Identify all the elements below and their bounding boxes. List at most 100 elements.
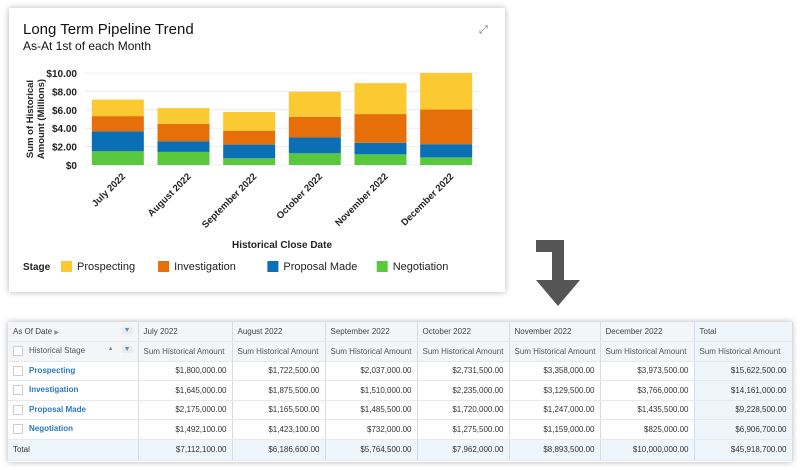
cell-value: $3,129,500.00 <box>509 380 601 401</box>
column-header[interactable]: September 2022 <box>325 322 418 342</box>
measure-header: Sum Historical Amount <box>509 341 601 362</box>
measure-header: Sum Historical Amount <box>417 341 510 362</box>
cell-value: $1,492,100.00 <box>138 419 233 440</box>
y-tick-label: $2.00 <box>52 143 77 154</box>
expand-arrow-icon[interactable]: ▶ <box>54 330 59 336</box>
cell-value: $2,731,500.00 <box>417 361 510 381</box>
x-tick-label: November 2022 <box>333 171 390 228</box>
as-of-date-header[interactable]: As Of Date ▶ ▼ <box>8 322 139 342</box>
bar-segment-prospecting <box>288 91 341 117</box>
chart-title: Long Term Pipeline Trend <box>23 21 194 38</box>
column-header[interactable]: August 2022 <box>232 322 326 342</box>
bar-segment-proposal-made <box>420 144 473 158</box>
cell-value: $1,720,000.00 <box>417 400 510 420</box>
measure-header: Sum Historical Amount <box>325 341 418 362</box>
x-tick-label: August 2022 <box>146 171 194 219</box>
stage-label[interactable]: Proposal Made <box>29 404 86 414</box>
legend-label: Proposal Made <box>283 261 357 273</box>
cell-value: $15,622,500.00 <box>694 361 793 381</box>
cell-value: $1,800,000.00 <box>138 361 233 381</box>
x-tick-label: December 2022 <box>399 171 456 228</box>
cell-value: $1,159,000.00 <box>509 419 601 440</box>
legend-swatch <box>376 261 388 272</box>
chart-subtitle: As-At 1st of each Month <box>23 39 152 53</box>
stage-link[interactable]: Proposal Made <box>8 400 139 420</box>
cell-value: $7,112,100.00 <box>138 438 233 461</box>
measure-header: Sum Historical Amount <box>694 341 793 362</box>
bar-segment-prospecting <box>157 108 210 124</box>
column-header[interactable]: December 2022 <box>600 322 695 342</box>
x-tick-label: July 2022 <box>90 171 128 209</box>
cell-value: $45,918,700.00 <box>694 438 793 461</box>
stage-link[interactable]: Investigation <box>8 380 139 401</box>
table-row: Negotiation $1,492,100.00 $1,423,100.00 $73… <box>8 419 793 440</box>
cell-value: $7,962,000.00 <box>417 438 510 461</box>
bar-segment-proposal-made <box>223 144 276 159</box>
bar-segment-investigation <box>91 116 144 132</box>
bar-segment-negotiation <box>223 158 276 165</box>
bar-segment-proposal-made <box>354 142 407 155</box>
stage-label[interactable]: Investigation <box>29 385 79 395</box>
bar-segment-investigation <box>157 123 210 142</box>
cell-value: $3,973,500.00 <box>600 361 695 381</box>
table-row: Investigation $1,645,000.00 $1,875,500.00 $… <box>8 380 793 401</box>
y-tick-label: $10.00 <box>46 69 77 80</box>
row-checkbox[interactable] <box>13 424 23 435</box>
cell-value: $2,175,000.00 <box>138 400 233 420</box>
total-label: Total <box>8 438 139 461</box>
x-tick-label: October 2022 <box>275 171 325 221</box>
cell-value: $1,722,500.00 <box>232 361 326 381</box>
y-tick-label: $8.00 <box>52 87 77 98</box>
dropdown-icon[interactable]: ▼ <box>121 327 133 334</box>
cell-value: $1,435,500.00 <box>600 400 695 420</box>
legend-swatch <box>61 261 72 272</box>
bar-segment-investigation <box>354 114 407 143</box>
stage-label[interactable]: Prospecting <box>29 365 76 375</box>
table-row: Prospecting $1,800,000.00 $1,722,500.00 $2,… <box>8 361 793 381</box>
bar-segment-investigation <box>420 109 473 145</box>
bar-segment-proposal-made <box>91 131 144 152</box>
stage-link[interactable]: Prospecting <box>8 361 139 381</box>
pivot-table: As Of Date ▶ ▼ July 2022 August 2022 Septem… <box>8 322 793 462</box>
cell-value: $5,764,500.00 <box>325 438 418 461</box>
column-header[interactable]: Total <box>694 322 793 342</box>
bar-segment-negotiation <box>354 154 407 165</box>
x-tick-label: September 2022 <box>200 171 259 230</box>
legend-label: Negotiation <box>393 261 449 273</box>
y-axis-label-line: Amount (Millions) <box>36 79 47 159</box>
select-all-checkbox[interactable] <box>13 346 23 357</box>
y-tick-label: $6.00 <box>52 106 77 117</box>
y-tick-label: $4.00 <box>52 124 77 135</box>
cell-value: $6,906,700.00 <box>694 419 793 440</box>
cell-value: $2,037,000.00 <box>325 361 418 381</box>
column-header[interactable]: July 2022 <box>138 322 233 342</box>
sort-asc-icon[interactable]: ▲ <box>107 346 114 353</box>
cell-value: $2,235,000.00 <box>417 380 510 401</box>
stage-link[interactable]: Negotiation <box>8 419 139 440</box>
table-row: Proposal Made $2,175,000.00 $1,165,500.00 $… <box>8 400 793 420</box>
bar-segment-prospecting <box>223 111 276 131</box>
legend-label: Investigation <box>174 261 236 273</box>
cell-value: $14,161,000.00 <box>694 380 793 401</box>
dropdown-icon[interactable]: ▼ <box>121 346 133 354</box>
row-checkbox[interactable] <box>13 404 23 415</box>
row-checkbox[interactable] <box>13 385 23 396</box>
cell-value: $9,228,500.00 <box>694 400 793 420</box>
legend-title: Stage <box>23 262 51 273</box>
x-axis-label: Historical Close Date <box>232 240 332 251</box>
cell-value: $825,000.00 <box>600 419 695 440</box>
column-header[interactable]: October 2022 <box>417 322 510 342</box>
expand-icon[interactable]: ⤢ <box>479 24 488 36</box>
historical-stage-header[interactable]: Historical Stage ▼ ▲ <box>8 341 139 362</box>
cell-value: $732,000.00 <box>325 419 418 440</box>
cell-value: $1,510,000.00 <box>325 380 418 401</box>
cell-value: $8,893,500.00 <box>509 438 601 461</box>
cell-value: $1,423,100.00 <box>232 419 326 440</box>
cell-value: $10,000,000.00 <box>600 438 695 461</box>
column-header[interactable]: November 2022 <box>509 322 601 342</box>
stage-label[interactable]: Negotiation <box>29 424 73 434</box>
y-axis-label-line: Sum of Historical <box>25 80 36 158</box>
stage-label: Total <box>13 445 30 454</box>
cell-value: $3,358,000.00 <box>509 361 601 381</box>
row-checkbox[interactable] <box>13 365 23 376</box>
